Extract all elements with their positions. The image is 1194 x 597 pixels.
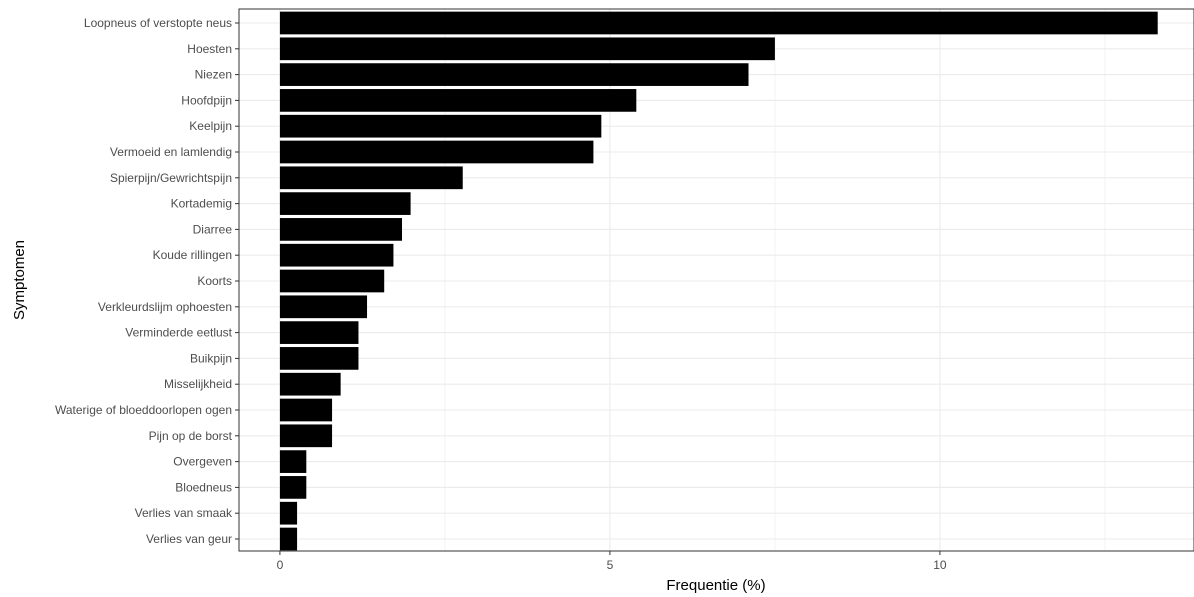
bar: [279, 269, 385, 293]
x-axis-title: Frequentie (%): [666, 577, 765, 594]
y-tick-label: Bloedneus: [175, 480, 232, 494]
bar: [279, 501, 298, 525]
bar: [279, 11, 1158, 35]
bar: [279, 89, 637, 112]
bar: [279, 63, 749, 86]
y-tick-label: Overgeven: [173, 455, 232, 469]
bar: [279, 166, 463, 190]
y-tick-label: Verminderde eetlust: [125, 326, 232, 340]
y-tick-label: Waterige of bloeddoorlopen ogen: [55, 403, 232, 417]
y-tick-label: Loopneus of verstopte neus: [84, 16, 232, 30]
panel-border: [238, 8, 1194, 552]
y-tick-label: Spierpijn/Gewrichtspijn: [110, 171, 232, 185]
y-tick-label: Buikpijn: [190, 351, 232, 365]
bar: [279, 527, 298, 551]
y-tick-label: Misselijkheid: [164, 377, 232, 391]
bar: [279, 450, 307, 473]
y-axis-ticks: Loopneus of verstopte neus Hoesten Niezen H…: [55, 16, 239, 546]
y-tick-label: Niezen: [195, 68, 232, 82]
x-axis-ticks: 0 5 10: [277, 551, 947, 572]
bar: [279, 347, 359, 370]
bar: [279, 424, 333, 448]
y-tick-label: Verkleurdslijm ophoesten: [98, 300, 232, 314]
bar: [279, 295, 368, 319]
bars: [279, 11, 1158, 551]
y-tick-label: Pijn op de borst: [149, 429, 233, 443]
bar: [279, 218, 403, 241]
bar: [279, 372, 341, 396]
y-tick-label: Verlies van geur: [146, 532, 232, 546]
bar: [279, 37, 775, 61]
bar: [279, 398, 333, 422]
y-tick-label: Verlies van smaak: [135, 506, 233, 520]
y-tick-label: Hoofdpijn: [181, 93, 232, 107]
bar: [279, 243, 394, 267]
bar: [279, 321, 359, 344]
y-tick-label: Koorts: [197, 274, 232, 288]
x-tick-label: 10: [933, 558, 947, 572]
bar: [279, 476, 307, 499]
y-tick-label: Kortademig: [171, 197, 232, 211]
x-tick-label: 5: [607, 558, 614, 572]
x-tick-label: 0: [277, 558, 284, 572]
y-axis-title: Symptomen: [11, 240, 28, 320]
y-tick-label: Hoesten: [187, 42, 232, 56]
bar: [279, 114, 602, 138]
bar: [279, 192, 411, 215]
y-tick-label: Koude rillingen: [153, 248, 232, 262]
bar: [279, 140, 594, 164]
y-tick-label: Keelpijn: [189, 119, 232, 133]
y-tick-label: Vermoeid en lamlendig: [110, 145, 232, 159]
y-tick-label: Diarree: [193, 222, 233, 236]
